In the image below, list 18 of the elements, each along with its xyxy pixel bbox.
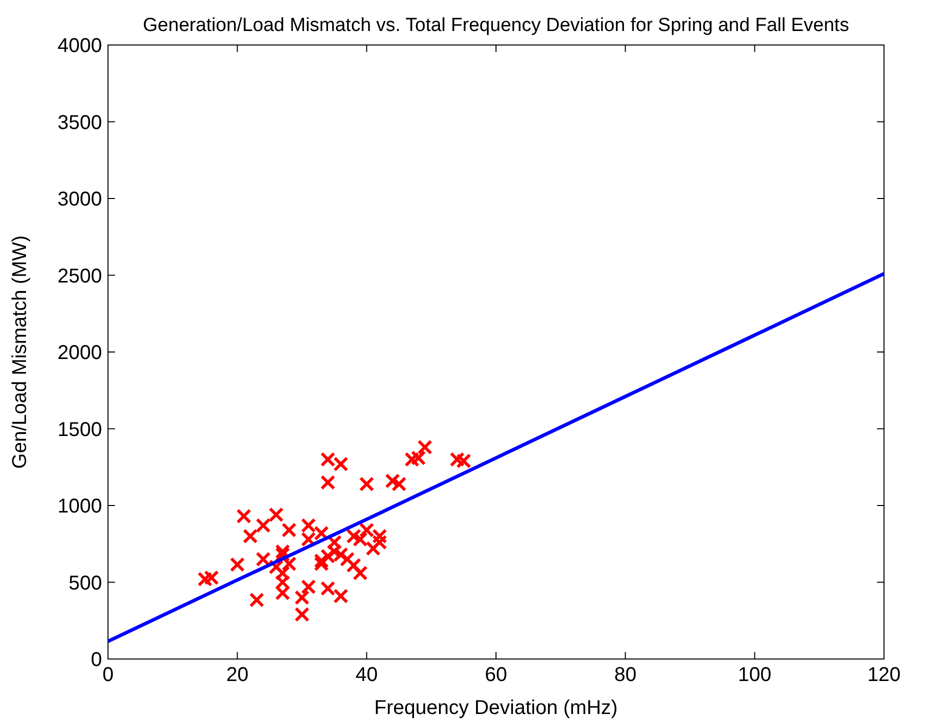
y-tick-label: 1000 [58, 496, 102, 518]
x-tick-label: 120 [867, 664, 901, 686]
y-tick-label: 3500 [58, 112, 102, 134]
y-tick-label: 2000 [58, 342, 102, 364]
x-tick-label: 100 [738, 664, 772, 686]
chart-title: Generation/Load Mismatch vs. Total Frequency Deviation for Spring and Fall Events [142, 15, 850, 36]
y-tick-label: 4000 [58, 35, 102, 57]
y-tick-label: 500 [68, 572, 102, 594]
y-tick-label: 2500 [58, 265, 102, 288]
x-tick-label: 60 [484, 664, 508, 686]
x-tick-label: 80 [614, 664, 636, 686]
y-tick-label: 1500 [58, 418, 102, 441]
y-axis-title: Gen/Load Mismatch (MW) [9, 235, 31, 469]
x-tick-label: 40 [356, 664, 378, 686]
y-tick-label: 3000 [58, 188, 102, 210]
x-tick-label: 20 [226, 664, 248, 686]
y-tick-label: 0 [90, 649, 102, 671]
x-axis-title: Frequency Deviation (mHz) [374, 697, 618, 719]
